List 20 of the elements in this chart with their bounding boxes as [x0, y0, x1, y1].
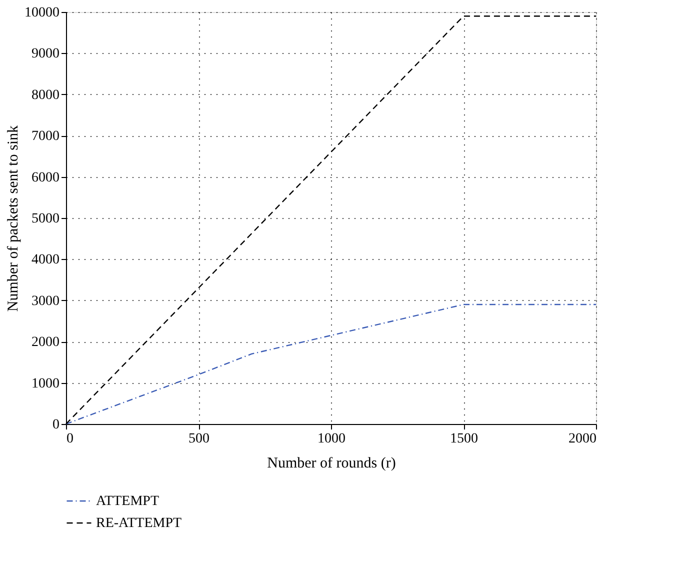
- y-tick-label: 4000: [32, 252, 60, 268]
- y-tick-label: 3000: [32, 294, 60, 309]
- y-tick-label: 9000: [32, 46, 60, 62]
- y-tick-label: 2000: [32, 335, 60, 350]
- x-axis-title: Number of rounds (r): [267, 456, 396, 472]
- x-tick-label: 1000: [318, 432, 346, 446]
- y-tick-label: 8000: [32, 88, 60, 103]
- y-tick-label: 5000: [32, 212, 60, 226]
- x-tick-label: 2000: [568, 432, 596, 446]
- y-tick-label: 7000: [32, 129, 60, 144]
- legend-label: RE-ATTEMPT: [96, 516, 182, 531]
- x-tick-label: 1500: [450, 432, 478, 446]
- x-tick-label: 500: [188, 432, 210, 446]
- y-tick-label: 0: [52, 418, 60, 432]
- y-axis-title: Number of packets sent to sink: [6, 124, 22, 312]
- x-tick-label: 0: [66, 432, 74, 446]
- legend-label: ATTEMPT: [96, 494, 160, 509]
- y-tick-label: 10000: [24, 6, 60, 20]
- y-tick-label: 6000: [32, 170, 60, 186]
- y-tick-label: 1000: [32, 376, 60, 392]
